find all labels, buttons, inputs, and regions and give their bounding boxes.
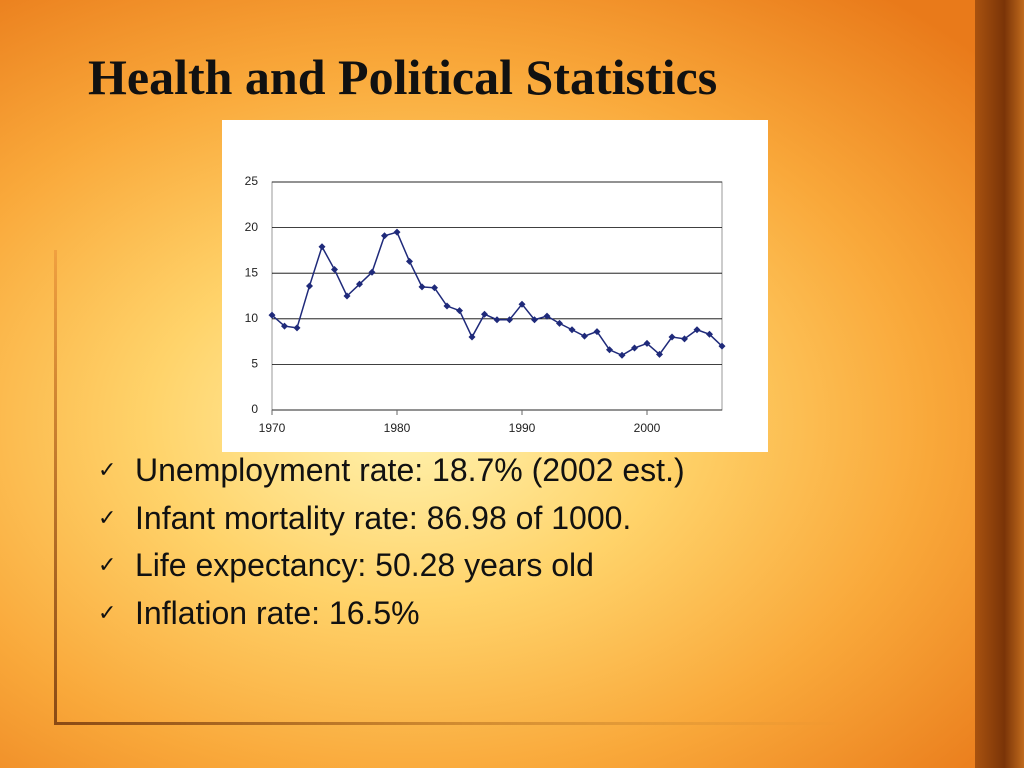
plot-border <box>271 181 723 411</box>
data-point <box>431 284 438 292</box>
x-tick-label: 1970 <box>259 421 286 435</box>
edge-strip <box>975 0 1024 768</box>
data-point <box>706 330 713 338</box>
data-point <box>668 333 676 341</box>
data-point <box>381 232 388 240</box>
bullet-list: ✓ Unemployment rate: 18.7% (2002 est.) ✓ In… <box>98 452 685 642</box>
bullet: ✓ Unemployment rate: 18.7% (2002 est.) <box>98 452 685 500</box>
bullet-text: Unemployment rate: 18.7% (2002 est.) <box>135 452 685 488</box>
data-point <box>393 228 401 236</box>
bullet: ✓ Infant mortality rate: 86.98 of 1000. <box>98 500 685 548</box>
data-point <box>456 307 463 315</box>
y-tick-label: 5 <box>251 357 258 371</box>
data-point <box>406 257 413 265</box>
frame-line <box>54 250 57 725</box>
data-point <box>468 333 476 341</box>
data-point <box>368 268 376 276</box>
data-point <box>681 335 688 343</box>
y-tick-label: 15 <box>245 265 259 279</box>
data-point <box>543 312 551 320</box>
frame-line <box>54 722 844 725</box>
data-point <box>356 280 363 288</box>
data-point <box>343 292 351 300</box>
data-point <box>506 316 513 324</box>
data-point <box>418 283 426 291</box>
bullet-text: Inflation rate: 16.5% <box>135 594 420 631</box>
data-point <box>518 300 526 308</box>
chart: 0 5 10 15 20 25 1970 1980 1990 2000 <box>222 120 768 452</box>
data-point <box>281 322 288 330</box>
data-point <box>493 316 501 324</box>
y-tick-label: 20 <box>245 220 259 234</box>
data-point <box>293 324 301 332</box>
bullet-text: Infant mortality rate: 86.98 of 1000. <box>135 499 632 536</box>
data-point <box>606 346 613 354</box>
data-point <box>306 282 313 290</box>
y-tick-label: 10 <box>245 311 259 325</box>
data-point <box>656 350 663 358</box>
data-point <box>556 319 563 327</box>
data-point <box>268 311 276 319</box>
check-icon: ✓ <box>98 458 117 483</box>
bullet: ✓ Inflation rate: 16.5% <box>98 595 685 643</box>
data-point <box>318 243 326 251</box>
bullet-text: Life expectancy: 50.28 years old <box>135 547 594 583</box>
x-tick-label: 1990 <box>509 421 536 435</box>
data-point <box>718 342 726 350</box>
data-line <box>271 231 723 357</box>
data-point <box>443 302 451 310</box>
data-point <box>693 326 701 334</box>
check-icon: ✓ <box>98 600 117 626</box>
y-tick-label: 0 <box>251 402 258 416</box>
data-point <box>331 266 338 274</box>
data-point <box>593 328 601 336</box>
slide-title: Health and Political Statistics <box>88 49 718 105</box>
x-tick-label: 2000 <box>634 421 661 435</box>
y-tick-label: 25 <box>245 174 259 188</box>
data-point <box>481 310 488 318</box>
data-point <box>631 344 638 352</box>
bullet: ✓ Life expectancy: 50.28 years old <box>98 547 685 595</box>
data-point <box>568 326 576 334</box>
data-point <box>643 339 651 347</box>
data-point <box>618 351 626 359</box>
check-icon: ✓ <box>98 553 117 578</box>
x-tick-label: 1980 <box>384 421 411 435</box>
data-point <box>531 316 538 324</box>
check-icon: ✓ <box>98 505 117 531</box>
data-point <box>581 332 588 340</box>
